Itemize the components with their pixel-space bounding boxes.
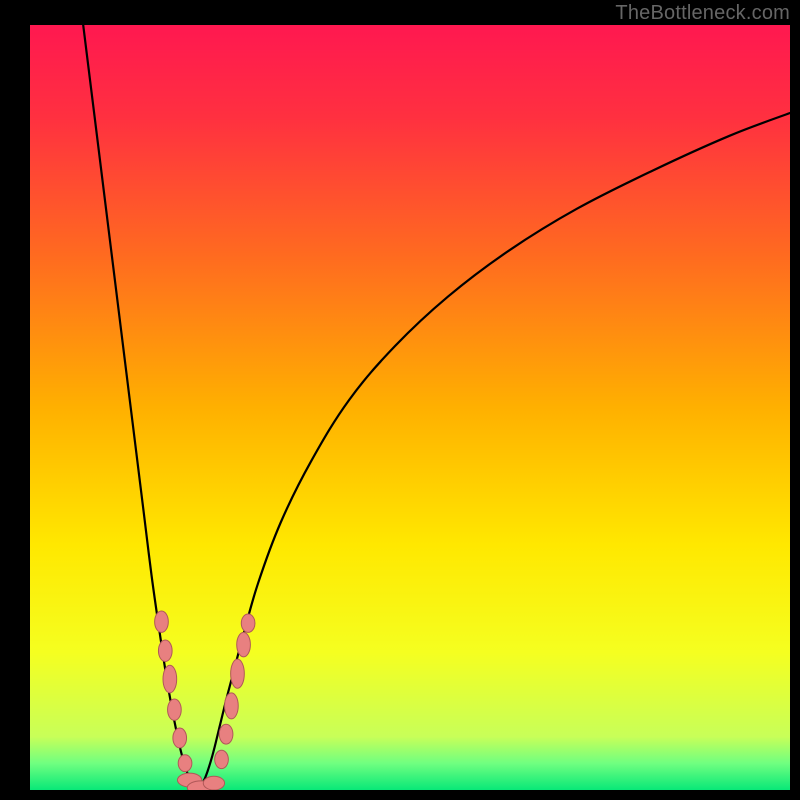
data-marker <box>225 693 239 719</box>
data-marker <box>203 776 224 790</box>
data-marker <box>173 728 187 748</box>
plot-area <box>30 25 790 790</box>
data-marker <box>158 640 172 661</box>
data-marker <box>168 699 182 720</box>
data-marker <box>237 632 251 656</box>
data-marker <box>215 750 229 768</box>
data-marker <box>155 611 169 632</box>
data-marker <box>219 724 233 744</box>
data-marker <box>163 665 177 693</box>
gradient-background <box>30 25 790 790</box>
data-marker <box>178 755 192 772</box>
data-marker <box>241 614 255 632</box>
watermark-text: TheBottleneck.com <box>615 2 790 25</box>
figure-canvas: TheBottleneck.com <box>0 0 800 800</box>
data-marker <box>231 659 245 688</box>
chart-svg <box>30 25 790 790</box>
